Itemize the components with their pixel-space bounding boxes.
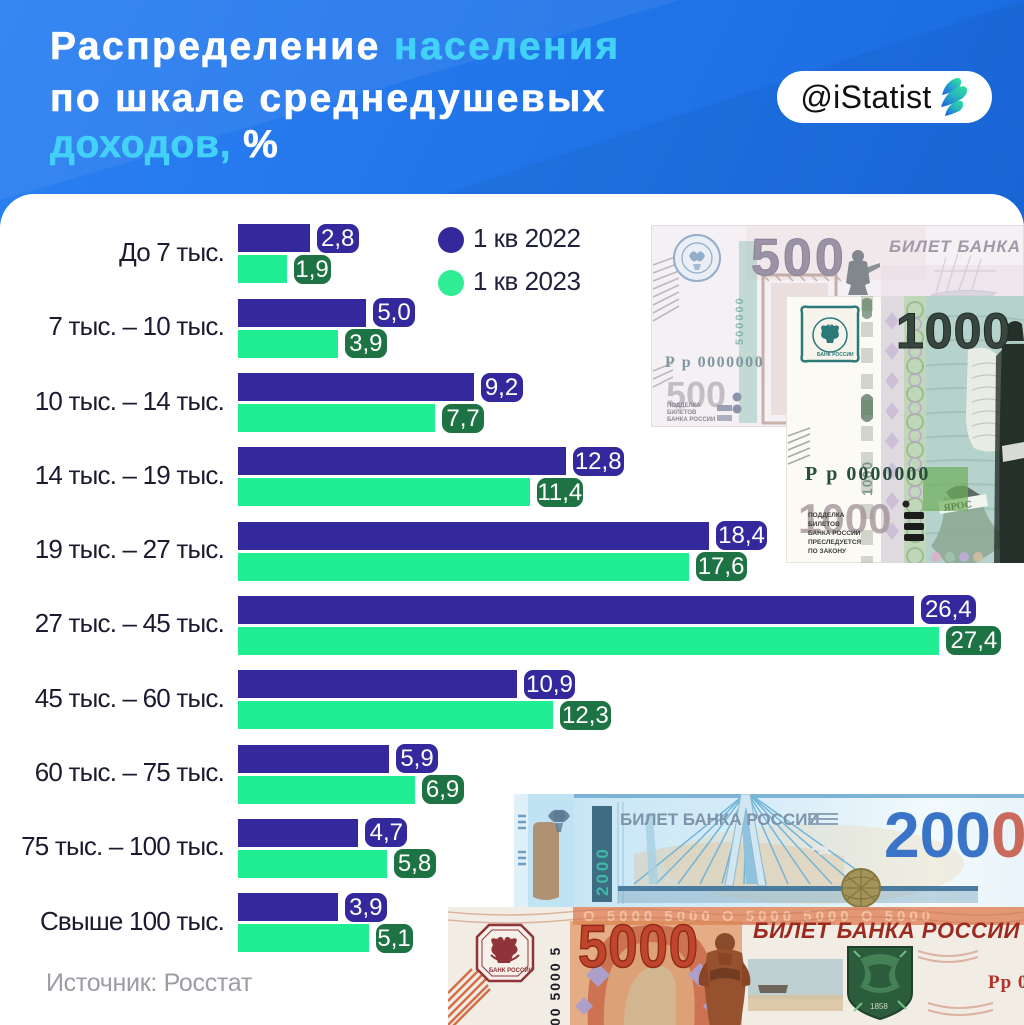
svg-text:1000: 1000	[798, 495, 891, 542]
svg-text:ПО ЗАКОНУ: ПО ЗАКОНУ	[808, 548, 847, 555]
svg-text:1858: 1858	[870, 1002, 888, 1011]
svg-text:1000: 1000	[859, 461, 875, 496]
svg-text:5000: 5000	[578, 913, 699, 980]
svg-text:БАНКА РОССИИ: БАНКА РОССИИ	[667, 417, 715, 423]
svg-text:00 5000 5: 00 5000 5	[547, 946, 563, 1025]
svg-text:Р р 0000000: Р р 0000000	[805, 463, 930, 485]
svg-text:БАНКА РОССИИ: БАНКА РОССИИ	[808, 530, 861, 537]
svg-text:0: 0	[991, 799, 1024, 871]
svg-text:О 5000 5000 О 5000 5000 О 5000: О 5000 5000 О 5000 5000 О 5000	[583, 908, 934, 925]
svg-text:1000: 1000	[896, 303, 1011, 359]
svg-text:БИЛЕТ БАНКА РОССИИ: БИЛЕТ БАНКА РОССИИ	[620, 810, 820, 829]
svg-text:500: 500	[666, 374, 726, 415]
svg-text:ПОДДЕЛКА: ПОДДЕЛКА	[667, 403, 701, 409]
svg-text:ПОДДЕЛКА: ПОДДЕЛКА	[808, 512, 845, 519]
svg-text:ПРЕСЛЕДУЕТСЯ: ПРЕСЛЕДУЕТСЯ	[808, 539, 862, 546]
svg-text:500000: 500000	[734, 296, 746, 345]
svg-text:БАНК РОССИИ: БАНК РОССИИ	[817, 352, 854, 358]
svg-text:БАНК РОССИИ: БАНК РОССИИ	[489, 968, 533, 974]
svg-text:Рр 00: Рр 00	[988, 972, 1024, 993]
svg-text:БИЛЕТ БАНКА РОССИИ: БИЛЕТ БАНКА РОССИИ	[753, 918, 1021, 943]
svg-text:БИЛЕТОВ: БИЛЕТОВ	[667, 410, 697, 416]
svg-text:БИЛЕТ БАНКА: БИЛЕТ БАНКА	[889, 237, 1021, 256]
svg-text:Р р 0000000: Р р 0000000	[665, 354, 764, 371]
svg-text:200: 200	[884, 799, 991, 871]
svg-text:2000: 2000	[593, 846, 612, 896]
svg-text:БИЛЕТОВ: БИЛЕТОВ	[808, 521, 840, 528]
svg-text:500: 500	[751, 229, 847, 287]
